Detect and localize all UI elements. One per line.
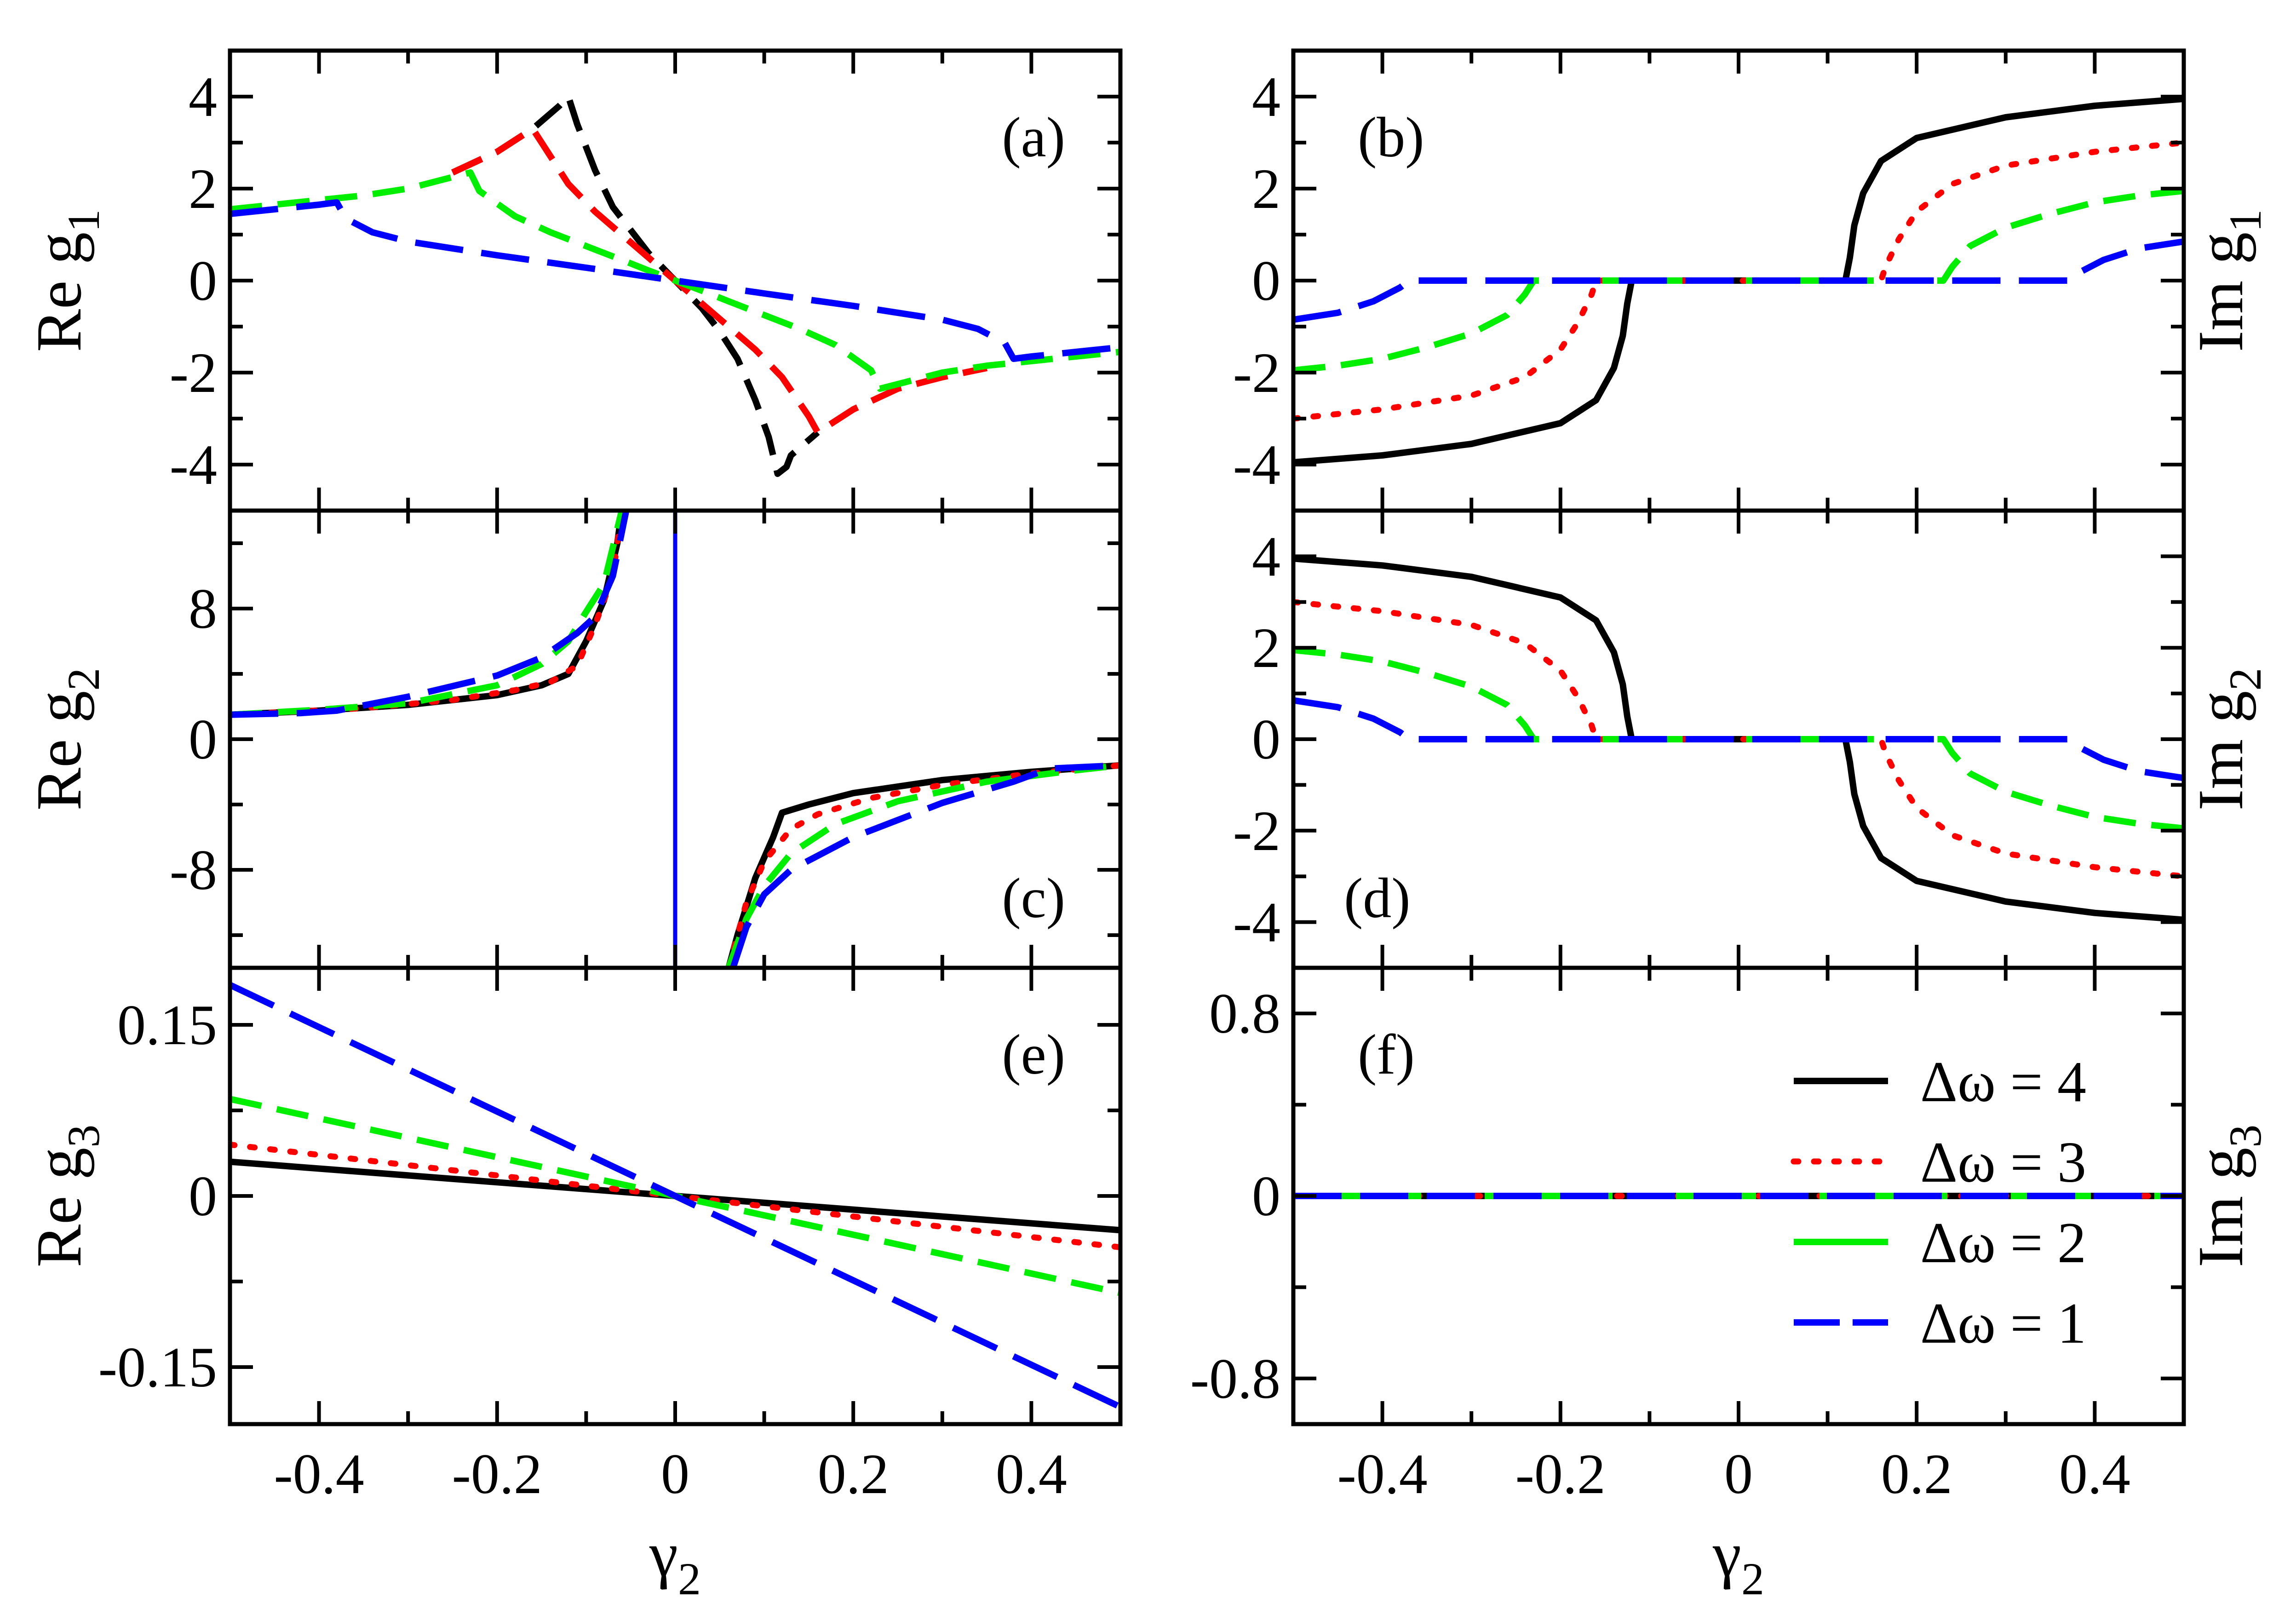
ytick-label-b-3: -2 — [1233, 341, 1280, 404]
ytick-label-e-0: 0.15 — [117, 994, 217, 1057]
xtick-label-e-1: -0.2 — [452, 1443, 542, 1506]
ytick-label-a-3: -2 — [170, 341, 217, 404]
y-axis-label-c: Re g2 — [23, 668, 109, 811]
legend-label-2: Δω = 2 — [1920, 1211, 2086, 1275]
xtick-label-f-3: 0.2 — [1881, 1443, 1952, 1506]
ytick-label-b-1: 2 — [1252, 157, 1280, 220]
ytick-label-a-2: 0 — [189, 249, 217, 312]
xtick-label-e-0: -0.4 — [274, 1443, 364, 1506]
series-line-d-3 — [1293, 697, 2184, 782]
y-axis-label-b: Im g1 — [2185, 209, 2271, 352]
series-line-a-1 — [451, 126, 988, 436]
ytick-label-c-2: -8 — [170, 839, 217, 902]
ytick-label-b-2: 0 — [1252, 249, 1280, 312]
panel-a: 4 2 0 -2 -4 Re g1 (a) — [23, 48, 1123, 513]
series-line-b-1 — [1293, 139, 2184, 422]
series-line-d-1 — [1293, 599, 2184, 879]
ytick-label-a-4: -4 — [170, 433, 217, 496]
ytick-label-e-2: -0.15 — [98, 1336, 217, 1399]
ytick-label-f-0: 0.8 — [1209, 982, 1280, 1045]
panel-e-series — [230, 982, 1120, 1410]
series-line-e-3 — [230, 982, 1120, 1410]
panel-e-ticks — [228, 968, 1122, 1424]
y-axis-label-d: Im g2 — [2185, 668, 2271, 811]
legend: Δω = 4 Δω = 3 Δω = 2 Δω = 1 — [1791, 1050, 2086, 1356]
y-axis-label-a: Re g1 — [23, 209, 109, 352]
legend-label-3: Δω = 1 — [1920, 1292, 2086, 1356]
xtick-label-e-4: 0.4 — [996, 1443, 1067, 1506]
ytick-label-c-1: 0 — [189, 708, 217, 771]
xtick-label-e-2: 0 — [661, 1443, 689, 1506]
y-axis-label-f: Im g3 — [2185, 1125, 2271, 1268]
series-line-b-3 — [1293, 238, 2184, 323]
panel-b-series — [1293, 96, 2184, 466]
panel-c-ticks — [228, 511, 1122, 968]
series-line-c-2 — [230, 511, 625, 718]
series-line-c-5 — [725, 762, 1120, 968]
panel-tag-e: (e) — [1002, 1023, 1065, 1086]
panel-d: 4 2 0 -2 -4 Im g2 (d) — [1233, 508, 2271, 970]
ytick-label-a-0: 4 — [189, 65, 217, 128]
series-line-c-4 — [230, 511, 625, 718]
panel-b-ticks — [1292, 49, 2186, 512]
xtick-label-f-1: -0.2 — [1515, 1443, 1606, 1506]
x-axis-label-right: γ2 — [1712, 1519, 1764, 1604]
series-line-d-2 — [1293, 647, 2184, 832]
panel-tag-b: (b) — [1358, 106, 1424, 169]
series-line-d-0 — [1293, 555, 2184, 923]
series-line-c-3 — [725, 762, 1120, 968]
ytick-label-f-1: 0 — [1252, 1165, 1280, 1228]
panel-e: 0.15 0 -0.15 -0.4 -0.2 0 0.2 0.4 γ2 Re g3 (e) — [23, 966, 1123, 1604]
panel-f: 0.8 0 -0.8 -0.4 -0.2 0 0.2 0.4 γ2 Im g3 (f) — [1190, 966, 2271, 1604]
panel-a-ticks — [228, 49, 1122, 512]
panel-tag-a: (a) — [1002, 106, 1065, 169]
panel-d-series — [1293, 555, 2184, 923]
panel-a-series — [230, 93, 1120, 477]
xtick-label-f-0: -0.4 — [1337, 1443, 1427, 1506]
ytick-label-a-1: 2 — [189, 157, 217, 220]
panel-c: 8 0 -8 Re g2 (c) — [23, 508, 1123, 970]
xtick-label-f-2: 0 — [1724, 1443, 1753, 1506]
series-line-b-0 — [1293, 96, 2184, 466]
ytick-label-d-3: -2 — [1233, 799, 1280, 862]
series-line-b-2 — [1293, 188, 2184, 374]
series-line-a-0 — [451, 93, 820, 477]
ytick-label-d-0: 4 — [1252, 525, 1280, 588]
xtick-label-f-4: 0.4 — [2059, 1443, 2130, 1506]
legend-label-0: Δω = 4 — [1920, 1050, 2086, 1114]
ytick-label-d-4: -4 — [1233, 891, 1280, 954]
ytick-label-d-1: 2 — [1252, 616, 1280, 679]
panel-tag-d: (d) — [1344, 867, 1411, 930]
series-line-c-0 — [230, 511, 625, 718]
x-axis-label-left: γ2 — [649, 1519, 701, 1604]
panel-c-series — [230, 511, 1120, 968]
ytick-label-d-2: 0 — [1252, 708, 1280, 771]
panel-tag-f: (f) — [1358, 1023, 1415, 1086]
ytick-label-b-4: -4 — [1233, 433, 1280, 496]
xtick-label-e-3: 0.2 — [818, 1443, 889, 1506]
series-line-a-2 — [230, 169, 1120, 392]
series-line-a-3 — [230, 199, 1120, 362]
y-axis-label-e: Re g3 — [23, 1125, 109, 1268]
series-line-c-6 — [230, 511, 630, 718]
panel-f-ticks — [1292, 968, 2186, 1424]
ytick-label-c-0: 8 — [189, 577, 217, 640]
ytick-label-e-1: 0 — [189, 1165, 217, 1228]
legend-label-1: Δω = 3 — [1920, 1131, 2086, 1195]
ytick-label-b-0: 4 — [1252, 65, 1280, 128]
panel-tag-c: (c) — [1002, 867, 1065, 930]
ytick-label-f-2: -0.8 — [1190, 1347, 1280, 1410]
panel-b: 4 2 0 -2 -4 Im g1 (b) — [1233, 48, 2271, 513]
